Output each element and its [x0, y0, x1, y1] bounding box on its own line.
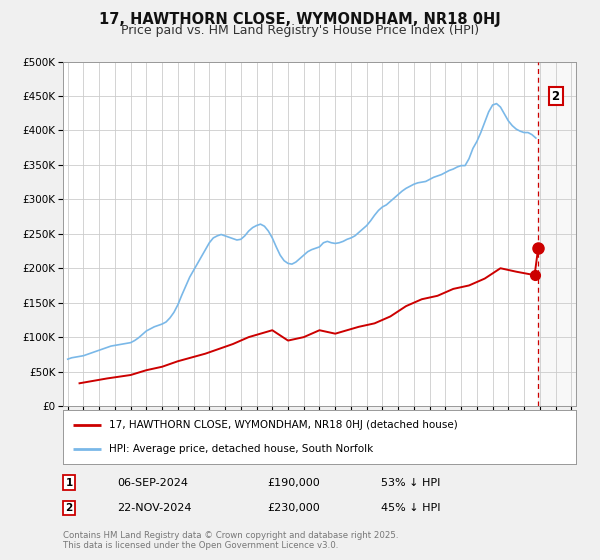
Text: 06-SEP-2024: 06-SEP-2024: [117, 478, 188, 488]
Text: 53% ↓ HPI: 53% ↓ HPI: [381, 478, 440, 488]
Text: 2: 2: [551, 90, 560, 102]
Text: 1: 1: [65, 478, 73, 488]
Text: 17, HAWTHORN CLOSE, WYMONDHAM, NR18 0HJ: 17, HAWTHORN CLOSE, WYMONDHAM, NR18 0HJ: [99, 12, 501, 27]
Bar: [538, 62, 576, 406]
Text: 45% ↓ HPI: 45% ↓ HPI: [381, 503, 440, 513]
Text: Contains HM Land Registry data © Crown copyright and database right 2025.
This d: Contains HM Land Registry data © Crown c…: [63, 531, 398, 550]
Text: 22-NOV-2024: 22-NOV-2024: [117, 503, 191, 513]
Text: £190,000: £190,000: [267, 478, 320, 488]
Text: Price paid vs. HM Land Registry's House Price Index (HPI): Price paid vs. HM Land Registry's House …: [121, 24, 479, 36]
Text: £230,000: £230,000: [267, 503, 320, 513]
Text: HPI: Average price, detached house, South Norfolk: HPI: Average price, detached house, Sout…: [109, 444, 373, 454]
Text: 17, HAWTHORN CLOSE, WYMONDHAM, NR18 0HJ (detached house): 17, HAWTHORN CLOSE, WYMONDHAM, NR18 0HJ …: [109, 421, 458, 431]
Text: 2: 2: [65, 503, 73, 513]
